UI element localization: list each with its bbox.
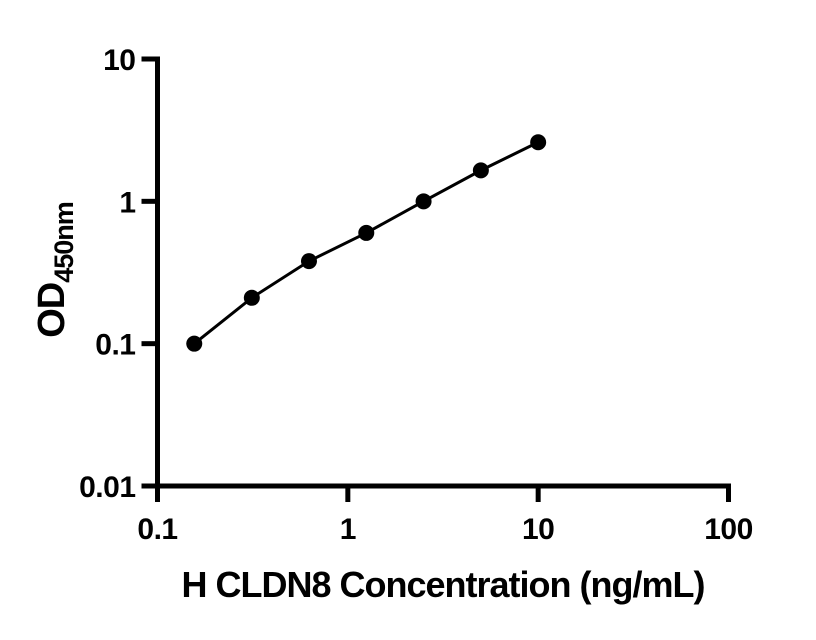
y-axis-title: OD450nm (31, 202, 79, 338)
x-tick-label: 0.1 (137, 513, 177, 546)
y-tick-label: 0.01 (79, 471, 135, 504)
y-tick-label: 1 (119, 186, 135, 219)
data-point (243, 289, 260, 306)
y-tick-label: 0.1 (95, 329, 135, 362)
data-point (186, 335, 203, 352)
data-point (300, 253, 317, 270)
y-tick-label: 10 (103, 44, 135, 77)
y-axis-title-subscript: 450nm (49, 202, 79, 283)
data-point (358, 224, 375, 241)
data-point (415, 193, 432, 210)
x-tick-label: 100 (704, 513, 753, 546)
data-point (472, 162, 489, 179)
x-tick-label: 1 (340, 513, 356, 546)
y-axis-title-main: OD (31, 283, 73, 338)
x-tick-label: 10 (522, 513, 554, 546)
data-point (530, 134, 547, 151)
series-layer (186, 134, 547, 352)
x-axis-title: H CLDN8 Concentration (ng/mL) (182, 564, 705, 605)
